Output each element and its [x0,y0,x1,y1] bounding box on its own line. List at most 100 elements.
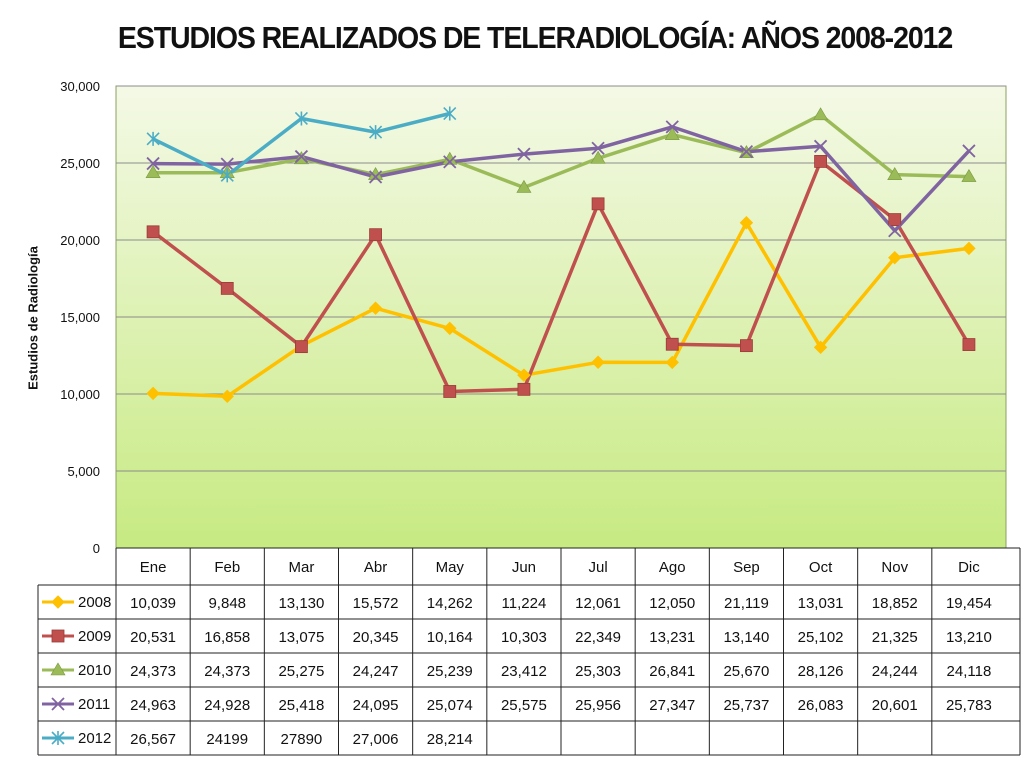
data-point-2009-Dic [962,338,976,351]
table-cell: 26,083 [798,697,844,714]
table-cell: 13,140 [723,629,769,646]
data-point-2009-Sep [740,339,753,353]
marker-x-stroke [443,155,457,169]
table-cell: 25,275 [278,663,324,680]
marker-x-stroke [591,141,605,155]
y-tick-labels: 0 5,000 10,000 15,000 20,000 25,000 30,000 [60,79,100,556]
table-cell: 25,239 [427,663,473,680]
table-cell: 24199 [206,731,248,748]
table-cell: 13,130 [278,595,324,612]
table-cell: 10,303 [501,629,547,646]
legend-label: 2009 [78,628,111,645]
data-point-2011-Jul [591,141,605,155]
table-cell: 9,848 [208,595,246,612]
table-cell: 24,963 [130,697,176,714]
legend-marker-2010 [50,662,66,676]
data-point-2011-Dic [962,144,976,158]
x-tick-label: Feb [214,559,240,576]
data-point-2008-Dic [962,241,976,256]
y-tick-label: 5,000 [67,464,100,479]
series-markers [145,106,977,404]
x-tick-label: Sep [733,559,760,576]
table-cell: 19,454 [946,595,992,612]
marker-x-stroke [665,120,679,134]
data-point-2008-Abr [368,301,383,315]
table-cell: 21,119 [724,595,769,612]
data-table: Ene Feb Mar Abr May Jun Jul Ago Sep Oct Nov Dic 2008… [37,547,1021,756]
data-point-2010-Ene [145,165,161,178]
data-point-2011-Abr [368,170,383,184]
data-point-2010-Dic [961,168,977,182]
table-cell: 18,852 [872,595,918,612]
data-point-2012-Feb [220,168,234,183]
legend-marker-2009 [51,629,65,643]
data-point-2009-Abr [369,228,382,242]
table-cell: 26,841 [649,663,695,680]
table-cell: 24,928 [204,697,250,714]
table-cell: 26,567 [130,731,176,748]
data-point-2009-Ene [146,225,160,239]
data-point-2009-Jul [591,197,605,211]
table-cell: 11,224 [502,595,547,612]
table-cell: 15,572 [353,595,399,612]
table-cell: 20,345 [353,629,399,646]
x-tick-label: Jul [588,559,607,576]
data-point-2010-Oct [813,107,829,121]
legend-marker-2008 [51,595,65,609]
marker-x-stroke [962,144,976,158]
data-point-2010-Jun [516,179,532,193]
table-cell: 14,262 [427,595,473,612]
data-point-2008-Nov [888,250,902,265]
y-tick-label: 10,000 [60,387,100,402]
table-cell: 16,858 [204,629,250,646]
y-tick-label: 0 [93,541,100,556]
table-cell: 22,349 [575,629,621,646]
data-point-2008-Sep [739,216,754,230]
table-cell: 25,737 [723,697,769,714]
series-line-2011 [153,125,971,233]
data-point-2011-Sep [739,145,754,159]
y-tick-label: 20,000 [60,233,100,248]
marker-x-stroke [888,224,902,238]
table-cell: 20,601 [872,697,918,714]
data-point-2011-Feb [220,157,234,171]
data-point-2009-Ago [665,337,679,351]
data-point-2009-Feb [220,281,234,295]
marker-x-stroke [517,147,531,161]
data-point-2010-Ago [664,127,680,140]
table-cell: 12,050 [649,595,695,612]
table-cell: 27,006 [353,731,399,748]
table-cell: 10,039 [130,595,176,612]
data-point-2011-Nov [888,224,902,238]
table-cell: 13,031 [798,595,844,612]
marker-x-stroke [51,697,65,711]
data-point-2011-Ago [665,120,679,134]
data-point-2009-Oct [814,155,827,168]
table-cell: 12,061 [575,595,621,612]
data-point-2012-May [443,106,457,121]
data-point-2008-Oct [813,340,828,355]
table-cell: 28,214 [427,731,473,748]
data-point-2011-Jun [517,147,531,161]
table-cell: 25,575 [501,697,547,714]
marker-x-stroke [813,139,828,153]
table-cell: 25,303 [575,663,621,680]
data-point-2012-Ene [146,131,160,146]
x-tick-label: Dic [958,559,980,576]
x-tick-label: Nov [881,559,908,576]
legend-label: 2012 [78,730,111,747]
data-point-2009-May [443,385,457,398]
data-point-2011-Mar [294,149,309,164]
data-point-2011-Ene [146,156,160,171]
data-point-2008-Ene [146,386,160,401]
marker-x-stroke [739,145,754,159]
table-cell: 25,956 [575,697,621,714]
data-point-2008-Jul [591,355,605,369]
x-tick-label: Ago [659,559,686,576]
marker-x-stroke [220,157,234,171]
table-cell: 25,074 [427,697,473,714]
table-cell: 23,412 [501,663,547,680]
table-cell: 21,325 [872,629,918,646]
table-cell: 24,244 [872,663,918,680]
table-cell: 24,095 [353,697,399,714]
